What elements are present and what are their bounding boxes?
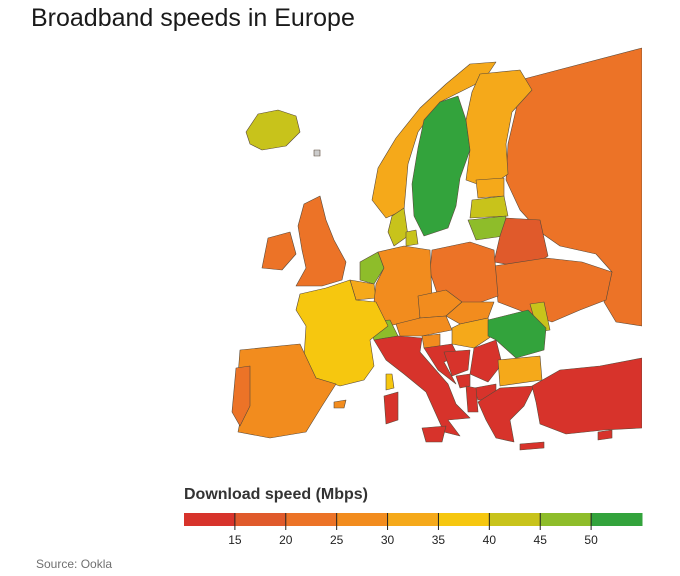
region-greece [477,385,535,443]
region-turkey [531,357,642,435]
legend-tick-label: 30 [381,533,395,547]
region-cyprus [597,429,613,441]
region-serbia [469,339,503,383]
region-netherlands [359,251,385,285]
legend-swatch [540,513,592,526]
legend-swatch [489,513,541,526]
region-great-britain [295,195,347,287]
legend-swatch [591,513,643,526]
source-note: Source: Ookla [36,557,113,571]
legend-tick-label: 20 [279,533,293,547]
region-sardinia [383,391,399,425]
region-ukraine [493,257,613,323]
region-crete [519,441,545,451]
region-estonia [475,177,505,199]
region-france [295,279,389,387]
region-denmark-island [405,229,419,247]
region-denmark [387,207,409,247]
legend-swatch [387,513,439,526]
region-corsica [385,373,395,391]
legend-color-scale: 15 20 25 30 35 40 45 50 [184,513,643,547]
region-sicily [421,425,447,443]
region-balearics [333,399,347,409]
legend-swatch [336,513,389,526]
legend-title: Download speed (Mbps) [184,486,368,503]
region-latvia [469,195,509,219]
page-title: Broadband speeds in Europe [31,4,355,32]
region-bosnia [443,349,471,377]
legend-tick-label: 50 [584,533,598,547]
legend-tick-label: 25 [330,533,344,547]
region-bulgaria [497,355,543,387]
legend-swatch [438,513,490,526]
europe-choropleth-map [231,47,642,451]
legend-tick-label: 35 [432,533,446,547]
legend-tick-label: 40 [483,533,497,547]
region-faroe [313,149,321,157]
region-romania [487,309,547,359]
region-slovakia [445,301,495,325]
region-italy [373,335,471,437]
legend-swatch [234,513,287,526]
legend-swatch [285,513,338,526]
region-russia [505,47,642,327]
legend-swatch [184,513,236,526]
region-montenegro [455,373,471,389]
region-iceland [245,109,301,151]
region-portugal [231,365,251,427]
legend-tick-label: 45 [534,533,548,547]
region-albania [465,385,479,413]
legend-tick-label: 15 [228,533,242,547]
region-ireland [261,231,297,271]
